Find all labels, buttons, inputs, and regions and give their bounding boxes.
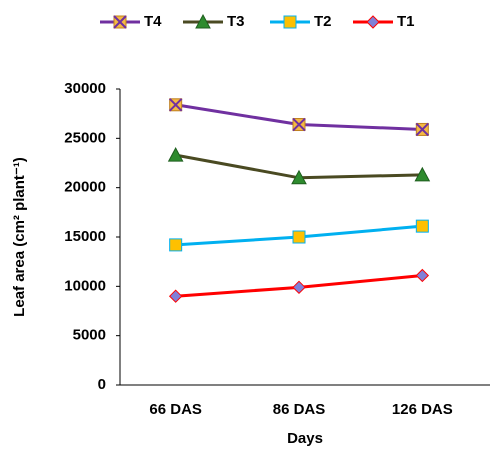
legend-label: T1 [397,13,415,30]
y-tick-label: 10000 [64,277,106,294]
y-axis-title: Leaf area (cm² plant⁻¹) [11,157,28,317]
y-tick-label: 0 [98,376,106,393]
y-tick-label: 5000 [73,327,106,344]
marker-x [292,117,306,132]
legend-label: T2 [314,13,332,30]
marker [168,289,183,303]
marker [283,15,297,29]
x-tick-label: 66 DAS [149,401,202,418]
marker [415,122,430,137]
legend-label: T4 [144,13,162,30]
marker [291,169,307,185]
x-tick-label: 86 DAS [273,401,326,418]
marker-x [415,122,430,137]
marker [292,280,306,295]
legend-label: T3 [227,13,245,30]
marker-x [168,98,183,112]
marker-x [113,15,127,29]
marker [366,15,380,29]
marker-box [283,15,297,29]
marker [414,166,431,182]
marker [292,230,306,244]
marker [113,15,127,29]
x-axis-title: Days [287,430,323,447]
x-tick-label: 126 DAS [392,401,453,418]
marker [168,98,183,112]
y-tick-label: 20000 [64,179,106,196]
marker-box [292,230,306,244]
marker [195,13,211,29]
marker [167,147,184,162]
marker [415,219,429,233]
marker-box [415,219,429,233]
y-tick-label: 25000 [64,129,106,146]
y-tick-label: 15000 [64,228,106,245]
marker [292,117,306,132]
marker-box [169,238,183,252]
y-tick-label: 30000 [64,80,106,97]
marker [415,268,430,283]
marker [169,238,183,252]
